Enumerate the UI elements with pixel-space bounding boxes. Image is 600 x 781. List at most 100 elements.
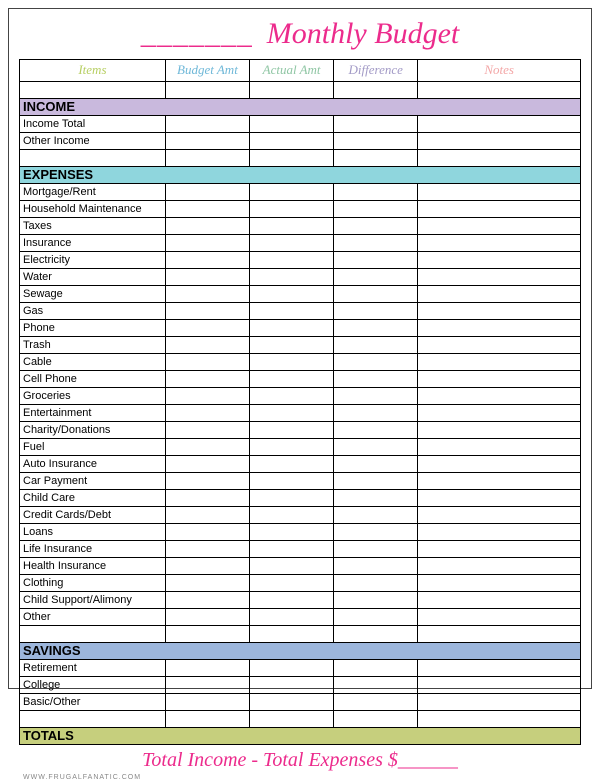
cell[interactable] bbox=[418, 405, 581, 422]
cell[interactable] bbox=[250, 456, 334, 473]
cell[interactable] bbox=[334, 456, 418, 473]
cell[interactable] bbox=[165, 473, 249, 490]
cell[interactable] bbox=[250, 405, 334, 422]
cell[interactable] bbox=[334, 269, 418, 286]
cell[interactable] bbox=[165, 575, 249, 592]
cell[interactable] bbox=[418, 660, 581, 677]
cell[interactable] bbox=[334, 303, 418, 320]
cell[interactable] bbox=[250, 439, 334, 456]
cell[interactable] bbox=[165, 592, 249, 609]
cell[interactable] bbox=[418, 473, 581, 490]
cell[interactable] bbox=[165, 524, 249, 541]
cell[interactable] bbox=[418, 235, 581, 252]
cell[interactable] bbox=[250, 354, 334, 371]
cell[interactable] bbox=[250, 184, 334, 201]
cell[interactable] bbox=[418, 575, 581, 592]
cell[interactable] bbox=[250, 524, 334, 541]
cell[interactable] bbox=[334, 286, 418, 303]
cell[interactable] bbox=[165, 456, 249, 473]
cell[interactable] bbox=[418, 133, 581, 150]
cell[interactable] bbox=[165, 184, 249, 201]
cell[interactable] bbox=[334, 592, 418, 609]
cell[interactable] bbox=[250, 388, 334, 405]
cell[interactable] bbox=[165, 337, 249, 354]
cell[interactable] bbox=[334, 388, 418, 405]
cell[interactable] bbox=[418, 388, 581, 405]
cell[interactable] bbox=[418, 609, 581, 626]
cell[interactable] bbox=[334, 575, 418, 592]
cell[interactable] bbox=[418, 524, 581, 541]
cell[interactable] bbox=[250, 660, 334, 677]
cell[interactable] bbox=[334, 252, 418, 269]
cell[interactable] bbox=[250, 337, 334, 354]
cell[interactable] bbox=[165, 541, 249, 558]
cell[interactable] bbox=[418, 592, 581, 609]
cell[interactable] bbox=[250, 252, 334, 269]
cell[interactable] bbox=[165, 235, 249, 252]
cell[interactable] bbox=[418, 320, 581, 337]
cell[interactable] bbox=[250, 286, 334, 303]
cell[interactable] bbox=[250, 269, 334, 286]
cell[interactable] bbox=[418, 337, 581, 354]
cell[interactable] bbox=[418, 269, 581, 286]
cell[interactable] bbox=[250, 592, 334, 609]
cell[interactable] bbox=[334, 235, 418, 252]
cell[interactable] bbox=[165, 201, 249, 218]
cell[interactable] bbox=[334, 422, 418, 439]
cell[interactable] bbox=[334, 371, 418, 388]
cell[interactable] bbox=[165, 677, 249, 694]
cell[interactable] bbox=[334, 116, 418, 133]
cell[interactable] bbox=[250, 320, 334, 337]
cell[interactable] bbox=[165, 286, 249, 303]
cell[interactable] bbox=[418, 201, 581, 218]
cell[interactable] bbox=[334, 201, 418, 218]
cell[interactable] bbox=[250, 116, 334, 133]
cell[interactable] bbox=[334, 541, 418, 558]
cell[interactable] bbox=[165, 507, 249, 524]
cell[interactable] bbox=[250, 677, 334, 694]
cell[interactable] bbox=[334, 320, 418, 337]
cell[interactable] bbox=[334, 660, 418, 677]
cell[interactable] bbox=[250, 422, 334, 439]
cell[interactable] bbox=[418, 371, 581, 388]
cell[interactable] bbox=[165, 609, 249, 626]
cell[interactable] bbox=[165, 490, 249, 507]
cell[interactable] bbox=[334, 677, 418, 694]
cell[interactable] bbox=[418, 694, 581, 711]
cell[interactable] bbox=[165, 320, 249, 337]
cell[interactable] bbox=[334, 439, 418, 456]
cell[interactable] bbox=[418, 456, 581, 473]
cell[interactable] bbox=[250, 235, 334, 252]
cell[interactable] bbox=[418, 218, 581, 235]
cell[interactable] bbox=[334, 609, 418, 626]
cell[interactable] bbox=[418, 558, 581, 575]
cell[interactable] bbox=[334, 405, 418, 422]
cell[interactable] bbox=[250, 201, 334, 218]
cell[interactable] bbox=[165, 405, 249, 422]
cell[interactable] bbox=[334, 354, 418, 371]
cell[interactable] bbox=[165, 694, 249, 711]
cell[interactable] bbox=[250, 558, 334, 575]
cell[interactable] bbox=[334, 473, 418, 490]
cell[interactable] bbox=[165, 422, 249, 439]
cell[interactable] bbox=[250, 371, 334, 388]
cell[interactable] bbox=[334, 524, 418, 541]
cell[interactable] bbox=[334, 694, 418, 711]
cell[interactable] bbox=[334, 133, 418, 150]
cell[interactable] bbox=[250, 541, 334, 558]
cell[interactable] bbox=[418, 677, 581, 694]
cell[interactable] bbox=[418, 490, 581, 507]
cell[interactable] bbox=[418, 354, 581, 371]
cell[interactable] bbox=[165, 269, 249, 286]
cell[interactable] bbox=[250, 133, 334, 150]
cell[interactable] bbox=[334, 558, 418, 575]
cell[interactable] bbox=[418, 507, 581, 524]
cell[interactable] bbox=[165, 558, 249, 575]
cell[interactable] bbox=[334, 507, 418, 524]
cell[interactable] bbox=[165, 133, 249, 150]
cell[interactable] bbox=[250, 473, 334, 490]
cell[interactable] bbox=[165, 439, 249, 456]
cell[interactable] bbox=[165, 252, 249, 269]
cell[interactable] bbox=[334, 218, 418, 235]
cell[interactable] bbox=[250, 218, 334, 235]
